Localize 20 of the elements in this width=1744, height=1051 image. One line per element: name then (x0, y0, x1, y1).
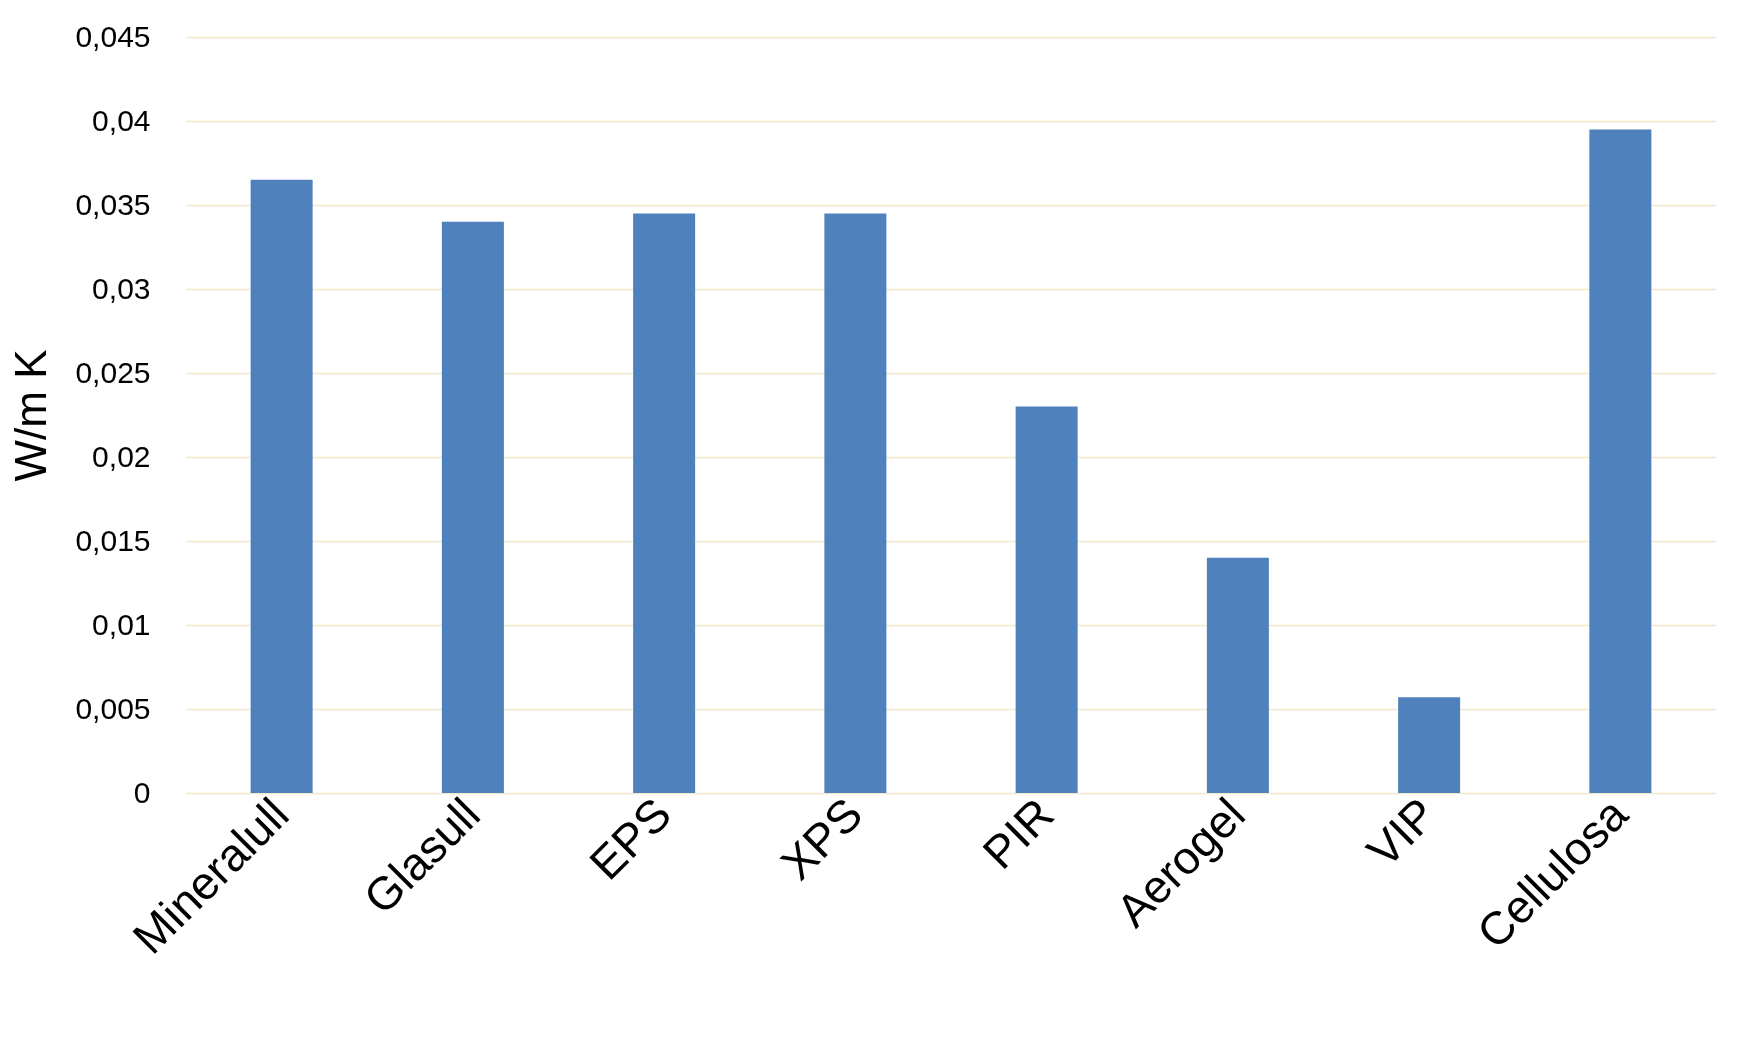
x-tick-label: VIP (1356, 787, 1447, 877)
bar (250, 179, 313, 793)
bar (1206, 557, 1269, 793)
bar (1015, 406, 1078, 793)
y-tick-label: 0,03 (92, 271, 151, 305)
y-tick-label: 0,01 (92, 607, 151, 641)
y-axis-title: W/m K (6, 349, 56, 482)
x-tick-label: PIR (972, 787, 1064, 879)
y-tick-label: 0,015 (75, 523, 151, 557)
bar (633, 213, 696, 793)
y-tick-label: 0,045 (75, 19, 151, 53)
y-tick-label: 0,02 (92, 439, 151, 473)
bar (824, 213, 887, 793)
bar (441, 221, 504, 793)
bar (1398, 697, 1461, 793)
y-tick-label: 0,025 (75, 355, 151, 389)
y-tick-label: 0,005 (75, 691, 151, 725)
bar (1589, 129, 1652, 793)
y-tick-label: 0,035 (75, 187, 151, 221)
y-tick-label: 0,04 (92, 103, 151, 137)
